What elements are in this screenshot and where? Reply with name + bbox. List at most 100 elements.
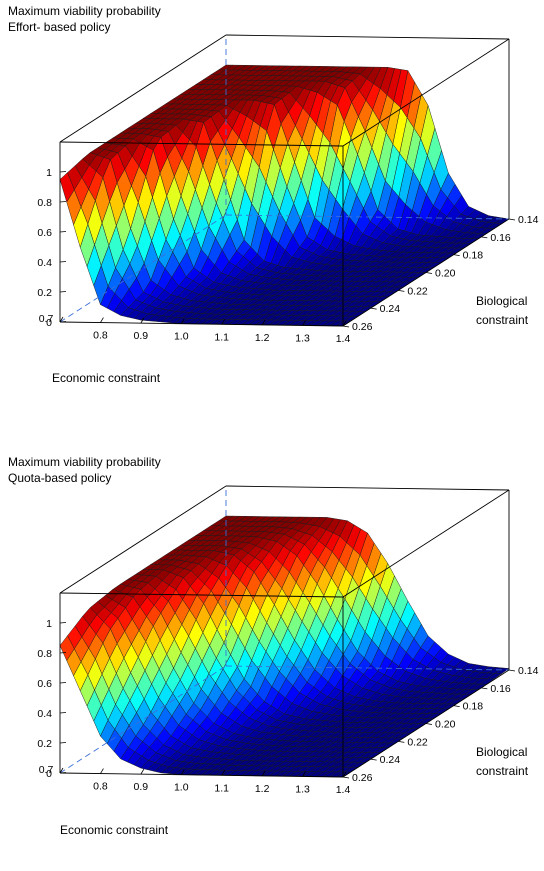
surface-plot-effort: Maximum viability probability Effort- ba… xyxy=(8,4,539,385)
y-axis-label-line2: constraint xyxy=(476,764,529,778)
x-tick-label: 0.7 xyxy=(39,764,54,776)
y-tick-mark xyxy=(453,705,460,708)
y-tick-label: 0.26 xyxy=(352,321,373,333)
surface-facet xyxy=(59,635,75,662)
y-tick-label: 0.22 xyxy=(407,736,428,748)
y-tick-mark xyxy=(370,758,377,761)
chart-panel-quota: Maximum viability probability Quota-base… xyxy=(0,451,544,871)
x-tick-label: 1.1 xyxy=(214,782,229,794)
x-tick-label: 1.4 xyxy=(336,784,351,796)
x-tick-mark xyxy=(100,768,104,774)
x-tick-mark xyxy=(221,319,226,325)
box-edge xyxy=(225,485,510,491)
y-tick-label: 0.24 xyxy=(380,754,401,766)
z-tick-label: 1 xyxy=(46,167,52,179)
z-tick-label: 0.4 xyxy=(37,257,52,269)
x-tick-mark xyxy=(59,767,64,774)
box-edge xyxy=(59,34,227,143)
y-tick-label: 0.20 xyxy=(435,268,456,280)
surface-mesh xyxy=(59,64,510,327)
x-tick-label: 0.8 xyxy=(93,781,108,793)
z-tick-label: 0.8 xyxy=(37,648,52,660)
x-tick-label: 1.0 xyxy=(174,331,189,343)
hidden-edge xyxy=(225,665,510,671)
z-tick-mark xyxy=(59,772,67,774)
y-tick-mark xyxy=(370,307,377,310)
y-tick-mark xyxy=(508,218,516,221)
x-tick-mark xyxy=(140,317,145,324)
z-tick-mark xyxy=(59,231,67,233)
y-tick-mark xyxy=(481,687,488,690)
y-tick-label: 0.18 xyxy=(463,701,484,713)
x-tick-mark xyxy=(342,771,347,778)
y-tick-label: 0.14 xyxy=(518,214,539,226)
y-tick-mark xyxy=(398,740,405,743)
surface-plot-quota: Maximum viability probability Quota-base… xyxy=(8,455,539,837)
chart-panel-effort: Maximum viability probability Effort- ba… xyxy=(0,0,544,420)
box-edge xyxy=(342,38,510,147)
z-tick-mark xyxy=(59,682,67,684)
x-tick-label: 1.2 xyxy=(255,332,270,344)
y-tick-label: 0.18 xyxy=(463,250,484,262)
z-tick-label: 0.6 xyxy=(37,227,52,239)
x-tick-mark xyxy=(302,320,306,326)
y-axis-label-line1: Biological xyxy=(476,294,527,308)
y-tick-mark xyxy=(342,325,350,328)
y-tick-mark xyxy=(398,289,405,292)
x-tick-label: 1.4 xyxy=(336,333,351,345)
x-tick-mark xyxy=(180,769,185,775)
box-edge xyxy=(59,141,344,147)
x-tick-mark xyxy=(342,320,347,327)
y-tick-label: 0.20 xyxy=(435,719,456,731)
axis-ticks: 00.20.40.60.810.70.8 0.9 1.0 1.1 1.2 1.3 1.40.… xyxy=(37,167,538,345)
z-tick-label: 0.2 xyxy=(37,738,52,750)
z-tick-label: 0.8 xyxy=(37,197,52,209)
x-tick-mark xyxy=(59,316,64,323)
box-edge xyxy=(225,34,510,40)
y-tick-mark xyxy=(453,254,460,257)
x-tick-mark xyxy=(100,317,104,323)
z-tick-label: 0.2 xyxy=(37,287,52,299)
surface-mesh xyxy=(59,515,510,778)
z-tick-mark xyxy=(59,622,67,624)
y-tick-mark xyxy=(508,669,516,672)
z-tick-label: 0 xyxy=(46,317,52,329)
y-tick-label: 0.16 xyxy=(490,683,511,695)
box-edge xyxy=(59,485,227,594)
x-tick-mark xyxy=(140,768,145,775)
x-tick-label: 0.9 xyxy=(134,781,149,793)
x-tick-label: 1.3 xyxy=(295,332,310,344)
y-tick-label: 0.16 xyxy=(490,232,511,244)
y-tick-label: 0.26 xyxy=(352,772,373,784)
y-axis-label-line2: constraint xyxy=(476,313,529,327)
hidden-edge xyxy=(59,214,227,323)
chart-title: Maximum viability probability xyxy=(8,455,161,469)
z-tick-label: 0.6 xyxy=(37,678,52,690)
y-tick-label: 0.24 xyxy=(380,303,401,315)
x-tick-mark xyxy=(261,319,266,326)
x-tick-label: 0.7 xyxy=(39,313,54,325)
x-tick-mark xyxy=(221,770,226,776)
chart-subtitle: Effort- based policy xyxy=(8,20,111,34)
box-edge xyxy=(59,321,344,327)
y-tick-label: 0.22 xyxy=(407,285,428,297)
z-tick-mark xyxy=(59,712,67,714)
box-edge xyxy=(59,592,344,598)
y-tick-label: 0.14 xyxy=(518,665,539,677)
surface-facet xyxy=(59,172,75,203)
z-tick-label: 0.4 xyxy=(37,708,52,720)
z-tick-mark xyxy=(59,171,67,173)
x-tick-label: 1.3 xyxy=(295,783,310,795)
x-tick-mark xyxy=(261,770,266,777)
x-tick-label: 1.2 xyxy=(255,783,270,795)
y-tick-mark xyxy=(425,272,433,274)
axis-ticks: 00.20.40.60.810.70.8 0.9 1.0 1.1 1.2 1.3 1.40.… xyxy=(37,618,538,796)
y-tick-mark xyxy=(342,776,350,779)
z-tick-mark xyxy=(59,261,67,263)
hidden-edge xyxy=(225,214,510,220)
z-tick-label: 1 xyxy=(46,618,52,630)
x-tick-mark xyxy=(180,318,185,324)
x-tick-label: 1.0 xyxy=(174,782,189,794)
chart-title: Maximum viability probability xyxy=(8,4,161,18)
box-edge xyxy=(59,772,344,778)
